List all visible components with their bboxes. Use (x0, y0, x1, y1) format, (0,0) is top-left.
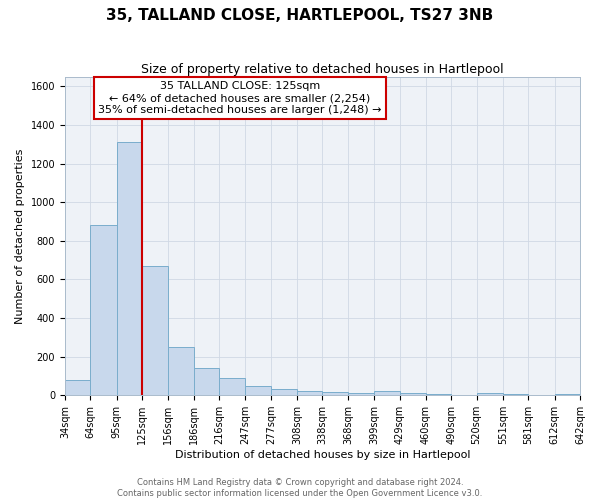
Text: 35 TALLAND CLOSE: 125sqm
← 64% of detached houses are smaller (2,254)
35% of sem: 35 TALLAND CLOSE: 125sqm ← 64% of detach… (98, 82, 382, 114)
Bar (194, 368, 219, 395)
Bar (322, 392, 348, 395)
Y-axis label: Number of detached properties: Number of detached properties (15, 148, 25, 324)
Bar (400, 394, 426, 395)
Bar (348, 394, 374, 395)
Title: Size of property relative to detached houses in Hartlepool: Size of property relative to detached ho… (141, 62, 504, 76)
Bar (503, 394, 529, 395)
Bar (219, 378, 245, 395)
Bar (245, 386, 271, 395)
Bar (65, 380, 91, 395)
Bar (554, 394, 580, 395)
Bar (476, 394, 503, 395)
Bar (271, 390, 297, 395)
Bar (168, 347, 194, 395)
Bar (91, 226, 116, 395)
Bar (142, 266, 168, 395)
Text: Contains HM Land Registry data © Crown copyright and database right 2024.
Contai: Contains HM Land Registry data © Crown c… (118, 478, 482, 498)
Bar (426, 394, 451, 395)
X-axis label: Distribution of detached houses by size in Hartlepool: Distribution of detached houses by size … (175, 450, 470, 460)
Bar (116, 142, 142, 395)
Bar (297, 392, 322, 395)
Bar (374, 392, 400, 395)
Text: 35, TALLAND CLOSE, HARTLEPOOL, TS27 3NB: 35, TALLAND CLOSE, HARTLEPOOL, TS27 3NB (106, 8, 494, 22)
